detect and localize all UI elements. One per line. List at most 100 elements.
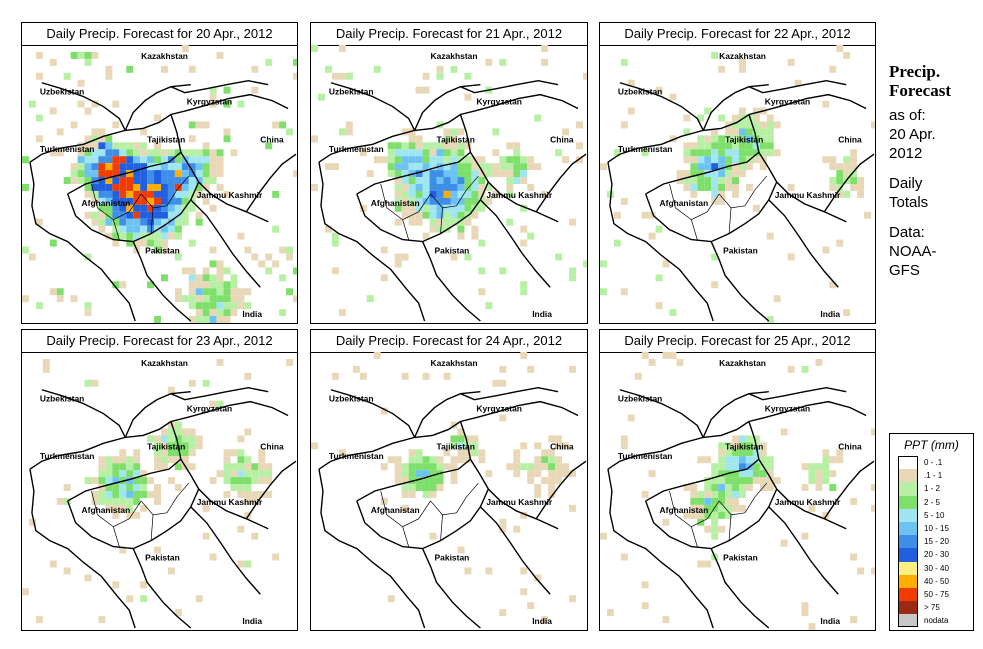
precip-cell — [279, 121, 287, 129]
precip-cell — [415, 135, 423, 143]
precip-cell — [871, 484, 875, 491]
precip-cell — [181, 435, 189, 443]
precip-cells — [600, 45, 875, 323]
precip-cell — [223, 470, 231, 478]
precip-cell — [725, 170, 733, 178]
country-label-kazakhstan: Kazakhstan — [719, 358, 766, 368]
country-border — [421, 548, 481, 629]
precip-cell — [77, 79, 85, 87]
precip-cell — [450, 156, 458, 164]
precip-cell — [105, 72, 113, 80]
precip-cell — [387, 149, 395, 157]
country-label-afghanistan: Afghanistan — [82, 198, 131, 208]
precip-cell — [251, 463, 259, 471]
precip-cell — [443, 142, 451, 150]
precip-cell — [766, 128, 774, 136]
province-border — [113, 526, 120, 547]
precip-cell — [174, 449, 182, 457]
precip-cell — [119, 163, 127, 171]
precip-cell — [286, 128, 294, 136]
precip-cell — [209, 204, 217, 212]
precip-cell — [98, 477, 106, 485]
precip-cell — [195, 163, 203, 171]
precip-cell — [133, 156, 141, 164]
precip-cell — [422, 163, 430, 171]
precip-cell — [843, 170, 851, 178]
precip-cell — [352, 365, 360, 373]
precip-cell — [237, 288, 245, 296]
precip-cell — [520, 163, 528, 171]
precip-cell — [697, 184, 705, 191]
precip-cell — [569, 274, 577, 282]
precip-cell — [718, 470, 726, 478]
precip-cell — [112, 149, 120, 157]
precip-cell — [119, 225, 127, 233]
precip-cell — [534, 456, 542, 464]
precip-cell — [56, 288, 64, 296]
heading-line: Forecast — [889, 81, 951, 100]
precip-cell — [725, 149, 733, 157]
precip-cell — [600, 260, 607, 268]
precip-cell — [836, 170, 844, 178]
precip-cell — [704, 560, 712, 568]
precip-cell — [711, 184, 719, 191]
precip-cell — [506, 156, 514, 164]
precip-cell — [499, 414, 507, 422]
precip-cell — [527, 470, 535, 478]
precip-cell — [394, 163, 402, 171]
precip-cell — [829, 281, 837, 289]
precip-cell — [534, 442, 542, 450]
precip-cell — [338, 72, 346, 80]
precip-cell — [850, 163, 858, 171]
precip-cell — [429, 491, 437, 498]
precip-cell — [690, 163, 698, 171]
country-label-india: India — [532, 616, 552, 626]
country-border — [421, 241, 481, 322]
precip-cell — [160, 442, 168, 450]
precip-cell — [216, 149, 224, 157]
precip-cell — [223, 190, 231, 198]
precip-cell — [450, 456, 458, 464]
data-source-text: NOAA- — [889, 243, 937, 260]
precip-cell — [464, 197, 472, 205]
country-border — [124, 84, 191, 131]
precip-cell — [112, 504, 120, 512]
precip-cell — [181, 170, 189, 178]
precip-cell — [513, 156, 521, 164]
precip-cell — [209, 274, 217, 282]
precip-cell — [91, 218, 99, 226]
precip-cell — [230, 295, 238, 303]
precip-map: Kazakhstan Uzbekistan Kyrgyzstan Tajikistan… — [22, 352, 297, 630]
precip-cell — [857, 177, 865, 184]
precip-cell — [195, 149, 203, 157]
precip-cell — [520, 156, 528, 164]
precip-cell — [167, 211, 175, 219]
precip-cell — [98, 204, 106, 212]
precip-cell — [237, 449, 245, 457]
country-border — [318, 400, 579, 470]
precip-cell — [154, 211, 161, 219]
country-border — [41, 82, 126, 131]
precip-cell — [620, 435, 628, 443]
precip-cell — [147, 149, 155, 157]
precip-cell — [230, 288, 238, 296]
precip-cell — [620, 197, 628, 205]
precip-cell — [272, 121, 280, 129]
precip-cell — [174, 197, 182, 205]
precip-cell — [147, 156, 155, 164]
precip-cell — [471, 435, 479, 443]
precip-cell — [380, 246, 388, 254]
precip-cell — [443, 128, 451, 136]
country-label-china: China — [550, 134, 574, 144]
precip-cell — [91, 100, 99, 108]
precip-cell — [119, 232, 127, 240]
legend-label: 50 - 75 — [924, 589, 949, 599]
precip-cell — [711, 497, 719, 505]
precip-cell — [373, 156, 381, 164]
precip-cell — [569, 218, 577, 226]
precip-cell — [471, 232, 479, 240]
precip-cell — [167, 170, 175, 178]
country-border — [318, 93, 579, 163]
precip-cell — [738, 135, 746, 143]
